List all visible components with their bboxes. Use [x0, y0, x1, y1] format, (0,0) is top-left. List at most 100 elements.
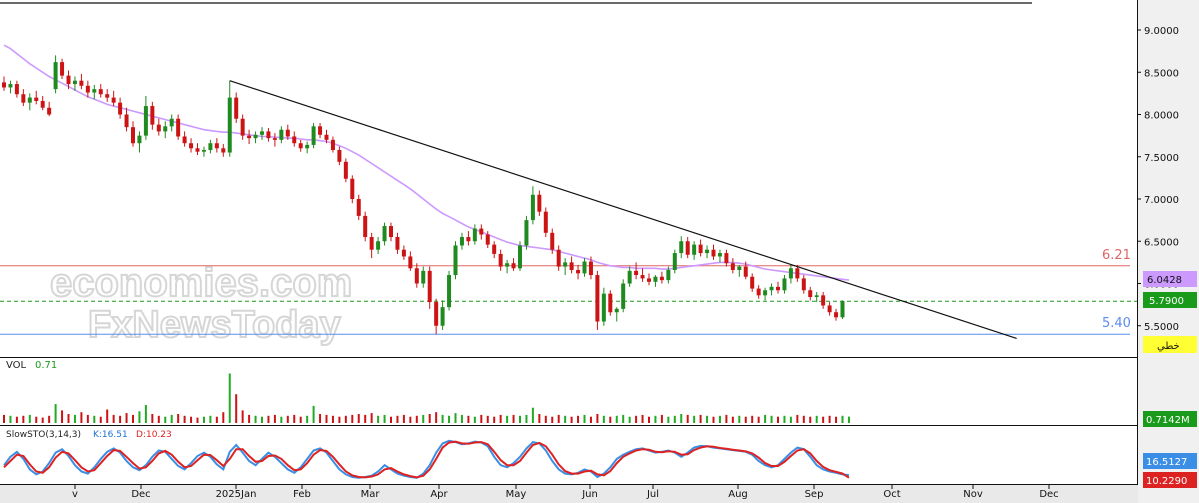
volume-bar — [635, 415, 638, 423]
volume-bar — [196, 417, 199, 423]
candle-body — [563, 262, 568, 267]
volume-bar — [99, 416, 102, 423]
candle — [214, 138, 219, 153]
volume-bar — [170, 414, 173, 423]
volume-bar — [557, 414, 560, 423]
candle — [776, 281, 780, 294]
candle — [808, 286, 813, 301]
volume-bar — [351, 414, 354, 423]
candle-body — [195, 148, 200, 152]
price-tick-label: 8.0000 — [1144, 111, 1179, 122]
price-panel — [0, 44, 1137, 339]
candle — [118, 97, 123, 119]
volume-bar — [602, 415, 605, 423]
candle — [453, 241, 458, 280]
candle — [401, 245, 406, 260]
candle — [505, 259, 510, 274]
volume-bar — [119, 415, 122, 423]
candle — [298, 139, 303, 152]
volume-bar — [809, 416, 812, 423]
candle-body — [21, 94, 26, 103]
candle — [195, 143, 200, 156]
candle-body — [530, 194, 535, 221]
candle-body — [466, 237, 471, 242]
price-tick-label: 7.0000 — [1144, 195, 1179, 206]
sto-k-badge-text: 16.5127 — [1146, 457, 1187, 468]
candle — [485, 231, 490, 249]
volume-bar — [764, 414, 767, 423]
candle-body — [324, 134, 329, 140]
candle — [801, 275, 806, 294]
volume-bar — [48, 415, 51, 423]
candle-body — [363, 215, 368, 238]
volume-bar — [267, 415, 270, 423]
ma-badge — [1143, 271, 1197, 287]
candle-body — [621, 283, 626, 309]
candle — [124, 107, 129, 132]
candle-body — [98, 89, 103, 95]
candle — [240, 114, 245, 140]
time-tick-label: 2025Jan — [216, 489, 257, 500]
volume-bar — [338, 416, 341, 423]
time-tick-label: May — [506, 489, 527, 500]
sto-label: SlowSTO(3,14,3) — [6, 430, 81, 440]
candle — [814, 291, 819, 303]
candle — [556, 245, 561, 271]
candle — [614, 307, 619, 322]
candle — [27, 93, 32, 111]
volume-bar — [299, 416, 302, 423]
volume-bar — [473, 416, 476, 423]
candle — [543, 207, 548, 238]
candle — [518, 241, 522, 271]
candle-body — [711, 249, 716, 257]
volume-bar — [364, 414, 367, 423]
candle — [247, 129, 252, 145]
candle-body — [311, 126, 316, 145]
price-tick-label: 8.5000 — [1144, 68, 1179, 79]
support-label: 5.40 — [1102, 316, 1131, 331]
volume-bar — [319, 414, 322, 423]
volume-bar — [73, 414, 76, 423]
candle-body — [2, 82, 6, 88]
time-axis-area — [0, 485, 1138, 503]
candle-body — [814, 295, 819, 298]
candle — [840, 300, 845, 319]
candle-body — [840, 301, 845, 318]
volume-bar — [112, 414, 115, 423]
sto-d-badge-text: 10.2290 — [1146, 476, 1187, 487]
sto-d-badge — [1143, 472, 1197, 488]
trendline — [229, 80, 1017, 339]
candle — [434, 298, 439, 335]
candle — [492, 241, 497, 259]
candle-body — [318, 126, 323, 135]
candle-body — [608, 293, 613, 313]
volume-bar — [815, 415, 818, 423]
candle — [666, 266, 671, 284]
candle-body — [105, 94, 110, 98]
volume-bar — [712, 416, 715, 423]
candle — [395, 232, 400, 254]
candle — [827, 302, 832, 316]
volume-bar — [41, 417, 44, 423]
volume-label: VOL — [6, 360, 27, 371]
volume-bar — [751, 415, 754, 423]
volume-bar — [841, 415, 844, 423]
candle-body — [208, 143, 213, 150]
candle-body — [356, 199, 361, 216]
tool-badge[interactable] — [1143, 336, 1197, 353]
candle — [788, 264, 793, 284]
candle-body — [369, 237, 374, 250]
candle — [356, 194, 361, 221]
candle — [692, 241, 697, 260]
candle-body — [666, 269, 671, 281]
candle-body — [801, 278, 806, 291]
time-tick-label: Dec — [131, 489, 150, 500]
volume-badge — [1143, 411, 1197, 427]
volume-bar — [132, 414, 134, 423]
candle — [472, 224, 477, 245]
candle-body — [337, 149, 342, 162]
volume-bar — [325, 414, 328, 423]
candle — [743, 261, 748, 280]
candle — [647, 273, 651, 286]
candle — [330, 136, 335, 153]
